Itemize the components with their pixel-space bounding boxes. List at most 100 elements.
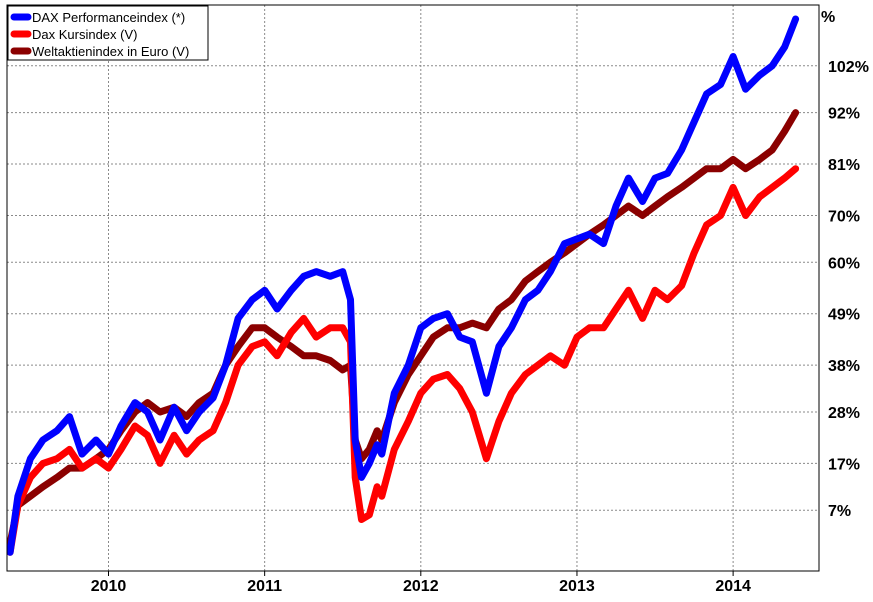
series-point: [417, 390, 424, 397]
series-point: [639, 315, 646, 322]
y-tick-label: 17%: [828, 456, 860, 473]
series-point: [742, 212, 749, 219]
y-tick-label: 92%: [828, 106, 860, 123]
series-point: [339, 366, 346, 373]
series-point: [27, 474, 34, 481]
series-point: [352, 474, 359, 481]
series-point: [249, 296, 256, 303]
series-point: [378, 493, 385, 500]
series-point: [300, 315, 307, 322]
series-point: [39, 437, 46, 443]
series-point: [508, 390, 515, 397]
series-point: [222, 399, 229, 406]
series-point: [327, 357, 334, 364]
series-point: [39, 460, 46, 467]
series-point: [235, 343, 242, 350]
series-point: [613, 203, 619, 210]
series-point: [534, 287, 541, 294]
series-point: [327, 273, 334, 280]
series-point: [300, 352, 307, 359]
series-point: [652, 203, 658, 210]
series-point: [54, 427, 60, 434]
series-point: [792, 165, 799, 172]
series-point: [274, 306, 281, 312]
series-point: [66, 446, 73, 453]
series-point: [417, 324, 424, 331]
series-point: [352, 437, 359, 443]
series-point: [157, 409, 163, 415]
series-point: [730, 184, 737, 191]
series-layer: [6, 15, 800, 556]
series-point: [469, 338, 476, 345]
series-point: [7, 549, 14, 556]
series-point: [300, 273, 307, 280]
series-point: [327, 324, 334, 331]
series-point: [600, 240, 607, 247]
series-point: [586, 324, 593, 331]
series-point: [600, 221, 607, 228]
series-point: [105, 465, 112, 472]
series-point: [703, 165, 710, 172]
series-point: [769, 147, 776, 153]
y-tick-label: 70%: [828, 208, 860, 225]
series-point: [261, 338, 268, 345]
series-point: [547, 268, 554, 275]
series-point: [183, 427, 190, 434]
series-point: [235, 362, 242, 369]
series-point: [157, 437, 163, 443]
series-point: [66, 413, 73, 420]
series-point: [508, 296, 515, 303]
series-point: [664, 170, 671, 177]
series-point: [183, 451, 190, 458]
series-point: [469, 320, 476, 327]
series-point: [313, 352, 320, 359]
series-point: [183, 413, 190, 420]
series-point: [93, 437, 99, 443]
series-point: [274, 334, 281, 341]
series-point: [522, 278, 529, 284]
series-point: [522, 296, 529, 303]
series-point: [93, 455, 99, 462]
series-point: [378, 451, 385, 458]
series-point: [717, 81, 724, 88]
series-point: [444, 310, 451, 317]
series-point: [664, 296, 671, 303]
series-point: [118, 423, 124, 429]
series-point: [313, 268, 320, 275]
y-tick-label: 7%: [828, 503, 851, 520]
series-point: [358, 474, 365, 481]
series-point: [769, 184, 776, 191]
legend-label: Dax Kursindex (V): [32, 27, 137, 42]
series-point: [703, 221, 710, 228]
y-tick-label: 60%: [828, 255, 860, 272]
series-point: [756, 156, 763, 163]
series-point: [469, 409, 476, 415]
series-point: [678, 282, 685, 289]
y-tick-label: 28%: [828, 405, 860, 422]
series-point: [625, 287, 632, 294]
y-unit-label: %: [821, 9, 835, 26]
series-point: [781, 175, 788, 182]
legend-label: Weltaktienindex in Euro (V): [32, 44, 189, 59]
series-point: [717, 165, 724, 172]
series-point: [756, 72, 763, 79]
series-point: [339, 324, 346, 331]
series-point: [374, 441, 381, 448]
y-tick-label: 81%: [828, 157, 860, 174]
series-point: [534, 268, 541, 275]
series-point: [781, 44, 788, 51]
series-point: [742, 165, 749, 172]
series-point: [792, 16, 799, 22]
series-point: [118, 446, 124, 453]
series-point: [288, 287, 295, 294]
series-point: [730, 53, 737, 60]
series-point: [586, 231, 593, 238]
series-point: [742, 86, 749, 93]
series-point: [652, 175, 658, 182]
series-point: [600, 324, 607, 331]
series-point: [14, 493, 21, 500]
series-point: [132, 399, 138, 406]
series-point: [27, 455, 34, 462]
